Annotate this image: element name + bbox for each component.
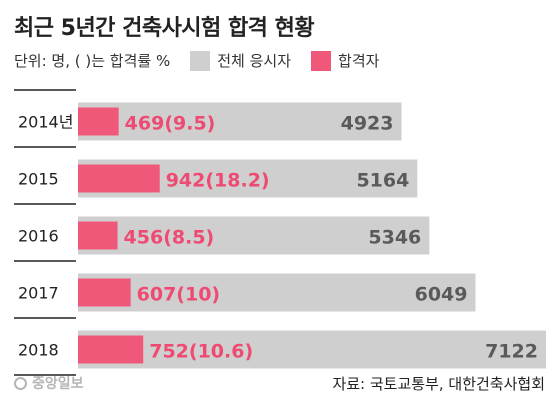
bar-passed <box>78 278 131 307</box>
data-label-passed: 607(10) <box>137 284 220 306</box>
bar-total <box>78 102 402 141</box>
chart-title: 최근 5년간 건축사시험 합격 현황 <box>14 16 315 41</box>
logo-mark-icon <box>14 376 27 390</box>
category-label: 2014년 <box>18 113 73 132</box>
unit-note: 단위: 명, ( )는 합격률 % <box>14 52 171 70</box>
bar-total <box>78 330 546 369</box>
legend-label-passed: 합격자 <box>338 52 380 70</box>
publisher-logo: 중앙일보 <box>14 373 84 393</box>
data-label-total: 7122 <box>485 341 538 363</box>
data-label-passed: 752(10.6) <box>149 341 253 363</box>
data-label-passed: 456(8.5) <box>124 227 215 249</box>
bar-passed <box>78 107 119 136</box>
data-label-passed: 942(18.2) <box>166 170 270 192</box>
bar-passed <box>78 221 118 250</box>
logo-text: 중앙일보 <box>32 376 84 392</box>
data-label-total: 5164 <box>356 170 409 192</box>
bar-total <box>78 216 430 255</box>
category-label: 2018 <box>18 341 59 360</box>
legend-row: 단위: 명, ( )는 합격률 % 전체 응시자 합격자 <box>14 50 379 71</box>
legend-item-passed: 합격자 <box>311 50 379 71</box>
legend-label-total: 전체 응시자 <box>217 52 292 70</box>
legend-swatch-passed <box>311 50 332 71</box>
legend-item-total: 전체 응시자 <box>190 50 291 71</box>
category-label: 2016 <box>18 227 59 246</box>
data-label-total: 5346 <box>368 227 421 249</box>
data-label-total: 6049 <box>415 284 468 306</box>
legend-swatch-total <box>190 50 211 71</box>
bar-passed <box>78 335 144 364</box>
source-note: 자료: 국토교통부, 대한건축사협회 <box>332 375 545 393</box>
category-label: 2015 <box>18 170 59 189</box>
data-label-total: 4923 <box>341 113 394 135</box>
category-label: 2017 <box>18 284 59 303</box>
bar-total <box>78 273 476 312</box>
bar-passed <box>78 164 160 193</box>
data-label-passed: 469(9.5) <box>125 113 216 135</box>
